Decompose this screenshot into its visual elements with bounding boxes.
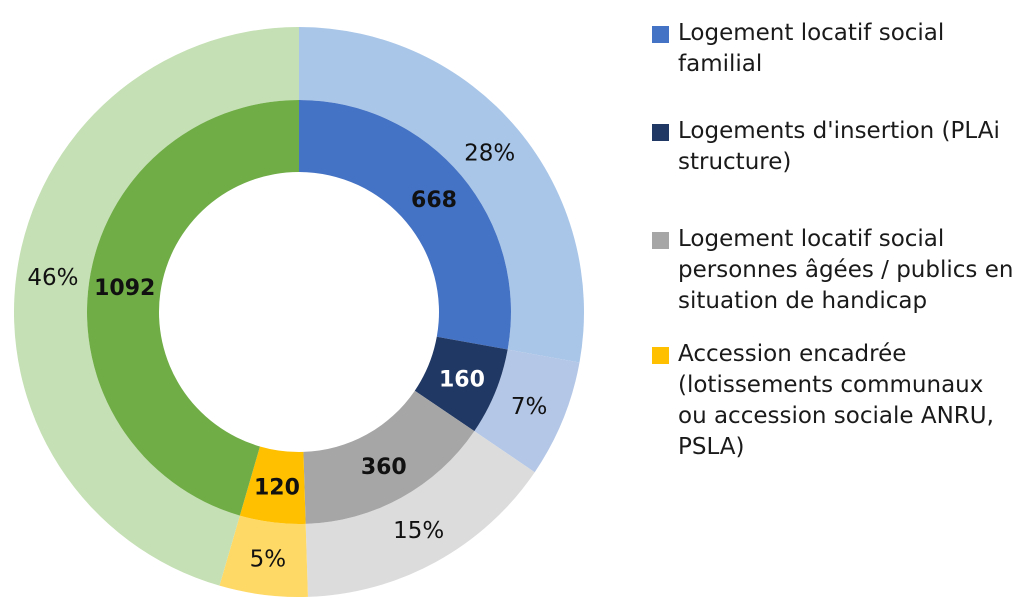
inner-ring-slice-logement-locatif-social-person (303, 390, 475, 524)
inner-ring-slice-logement-locatif-social-famili (299, 100, 511, 350)
outer-ring-slice-accession-encadre-e-lotissemen (219, 515, 308, 597)
legend-label: Accession encadrée (lotissements communa… (678, 341, 994, 460)
value-label: 668 (411, 188, 457, 213)
legend-item-accession-encadree: Accession encadrée (lotissements communa… (652, 339, 1017, 463)
value-label: 360 (361, 455, 407, 480)
percent-label: 5% (250, 547, 287, 573)
inner-ring-slice-logements-d-insertion-plai-str (414, 336, 508, 432)
percent-label: 7% (511, 394, 548, 420)
value-label: 1092 (94, 276, 155, 301)
percent-label: 15% (393, 518, 444, 544)
donut-chart: 668 28% 160 7% 360 15% 120 5% 1092 46% (13, 27, 584, 597)
legend-swatch (652, 347, 669, 364)
inner-ring-slice-accession-encadre-e-lotissemen (239, 446, 306, 524)
outer-ring-slice-logements-d-insertion-plai-str (474, 349, 580, 473)
legend-swatch (652, 124, 669, 141)
outer-ring-slice-logement-locatif-social-person (305, 431, 535, 597)
inner-ring-slice-segment-4 (86, 100, 299, 516)
legend-swatch (652, 26, 669, 43)
outer-ring-slice-logement-locatif-social-famili (299, 27, 584, 363)
legend-label: Logement locatif social personnes âgées … (678, 226, 1014, 314)
percent-label: 28% (464, 141, 515, 167)
legend-item-personnes-agees: Logement locatif social personnes âgées … (652, 224, 1017, 317)
value-label: 160 (439, 367, 485, 392)
chart-legend: Logement locatif social familial Logemen… (652, 18, 1017, 499)
legend-label: Logements d'insertion (PLAi structure) (678, 118, 1000, 175)
percent-label: 46% (27, 265, 78, 291)
legend-swatch (652, 232, 669, 249)
outer-ring-slice-segment-4 (13, 27, 299, 586)
legend-label: Logement locatif social familial (678, 20, 945, 77)
legend-item-logement-social-familial: Logement locatif social familial (652, 18, 1017, 80)
legend-item-logements-insertion: Logements d'insertion (PLAi structure) (652, 116, 1017, 178)
value-label: 120 (254, 476, 300, 501)
